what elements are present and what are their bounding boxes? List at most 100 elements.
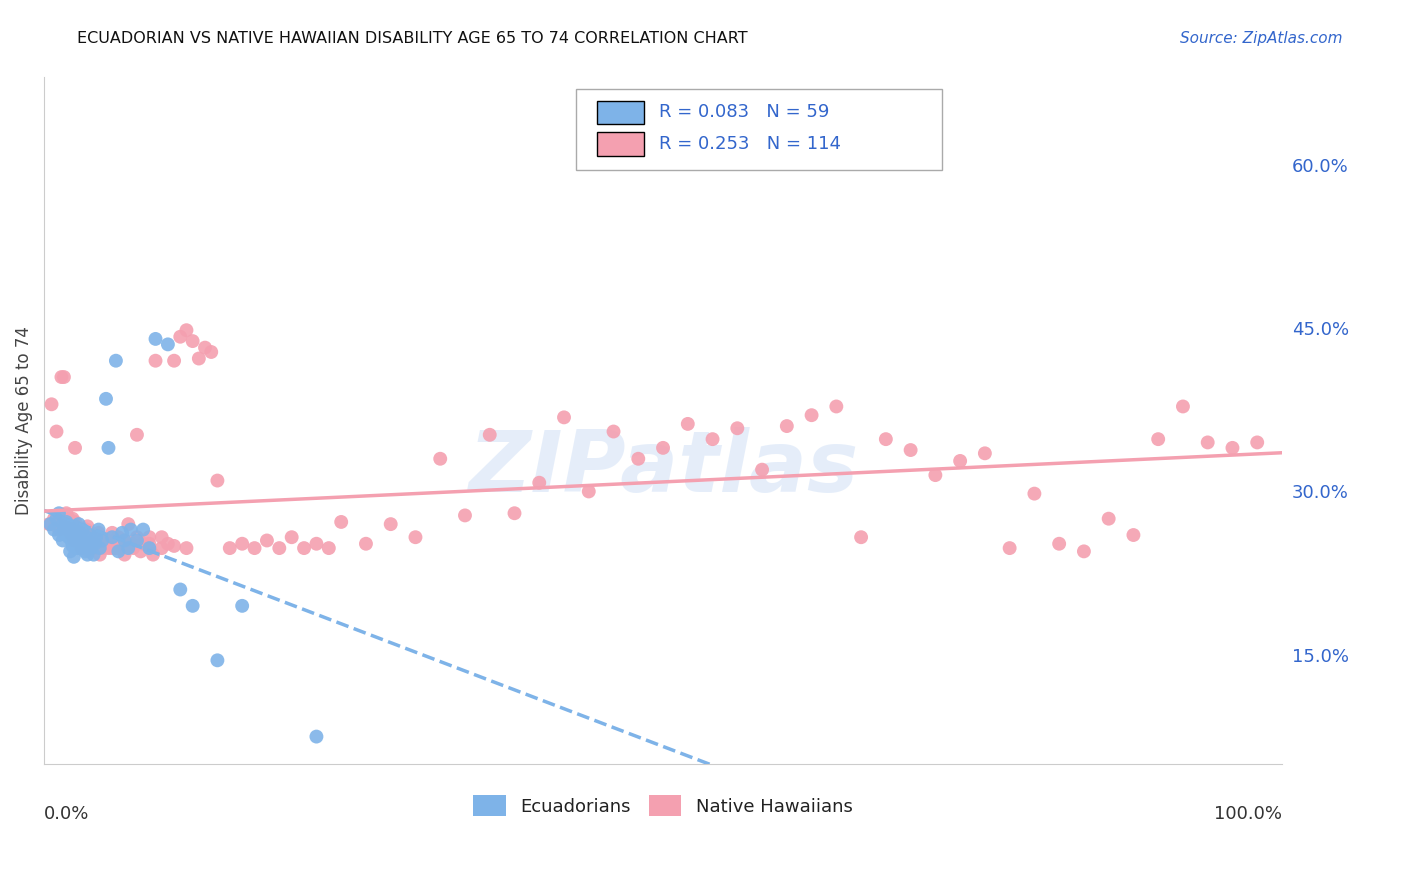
Point [87, 525, 110, 540]
Text: ECUADORIAN VS NATIVE HAWAIIAN DISABILITY AGE 65 TO 74 CORRELATION CHART: ECUADORIAN VS NATIVE HAWAIIAN DISABILITY… [77, 31, 748, 46]
Point [114, 533, 136, 548]
Text: R = 0.083   N = 59: R = 0.083 N = 59 [659, 103, 830, 121]
Point [256, 533, 278, 548]
Point [404, 530, 426, 544]
Point [55, 515, 77, 529]
Point [269, 541, 291, 555]
Y-axis label: Disability Age 65 to 74: Disability Age 65 to 74 [15, 326, 32, 515]
Point [354, 537, 377, 551]
Point [89, 541, 111, 555]
Point [900, 443, 922, 458]
Point [602, 425, 624, 439]
Point [107, 544, 129, 558]
Point [55, 506, 77, 520]
Point [80, 541, 103, 555]
Point [73, 533, 96, 548]
FancyBboxPatch shape [576, 89, 942, 170]
Legend: Ecuadorians, Native Hawaiians: Ecuadorians, Native Hawaiians [467, 789, 860, 823]
Point [90, 533, 112, 548]
Point [132, 537, 155, 551]
Point [83, 537, 105, 551]
Point [58, 511, 80, 525]
Point [63, 530, 86, 544]
Point [51, 370, 73, 384]
Point [652, 441, 675, 455]
Point [75, 523, 97, 537]
Point [65, 528, 87, 542]
Point [145, 332, 167, 346]
Point [207, 474, 229, 488]
Point [529, 475, 551, 490]
Point [52, 370, 75, 384]
Point [101, 525, 124, 540]
Point [60, 528, 83, 542]
Point [104, 541, 127, 555]
Point [132, 523, 155, 537]
Point [280, 530, 302, 544]
Point [67, 530, 90, 544]
Point [58, 530, 80, 544]
Point [84, 541, 107, 555]
Point [138, 541, 160, 555]
Point [48, 528, 70, 542]
Point [138, 537, 160, 551]
Point [998, 541, 1021, 555]
Point [66, 523, 89, 537]
Point [41, 397, 63, 411]
Point [60, 533, 83, 548]
Point [114, 548, 136, 562]
Point [55, 523, 77, 537]
Point [55, 528, 77, 542]
Point [122, 541, 145, 555]
Point [58, 517, 80, 532]
Point [76, 548, 98, 562]
Point [194, 341, 217, 355]
Point [553, 410, 575, 425]
Point [503, 506, 526, 520]
Point [52, 523, 75, 537]
Point [200, 345, 222, 359]
Point [1122, 528, 1144, 542]
Point [181, 334, 204, 348]
Point [117, 517, 139, 532]
Point [163, 353, 186, 368]
Point [120, 523, 142, 537]
Point [478, 427, 501, 442]
Point [77, 544, 100, 558]
Point [114, 533, 136, 548]
Point [63, 533, 86, 548]
Point [380, 517, 402, 532]
Point [1171, 400, 1194, 414]
Point [129, 544, 152, 558]
Point [70, 533, 93, 548]
Point [1222, 441, 1244, 455]
Point [39, 517, 62, 532]
Point [1197, 435, 1219, 450]
Text: R = 0.253   N = 114: R = 0.253 N = 114 [659, 135, 841, 153]
Point [875, 432, 897, 446]
Point [231, 537, 253, 551]
Point [825, 400, 848, 414]
Point [66, 541, 89, 555]
Point [187, 351, 209, 366]
Point [125, 533, 148, 548]
Point [305, 537, 328, 551]
Point [924, 468, 946, 483]
Point [63, 549, 86, 564]
Point [93, 541, 115, 555]
Point [163, 539, 186, 553]
Point [94, 392, 117, 406]
FancyBboxPatch shape [598, 132, 644, 156]
Point [58, 519, 80, 533]
Point [76, 528, 98, 542]
FancyBboxPatch shape [598, 101, 644, 124]
Point [76, 519, 98, 533]
Point [973, 446, 995, 460]
Point [1147, 432, 1170, 446]
Point [48, 523, 70, 537]
Point [1246, 435, 1268, 450]
Point [800, 408, 823, 422]
Text: 0.0%: 0.0% [44, 805, 90, 823]
Point [94, 533, 117, 548]
Point [38, 517, 60, 532]
